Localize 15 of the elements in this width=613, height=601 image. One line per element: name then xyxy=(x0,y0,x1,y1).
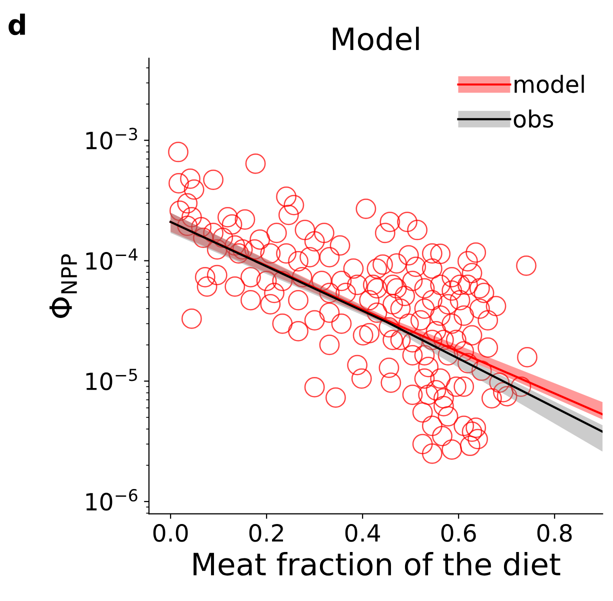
y-tick-label: 10$^{−5}$ xyxy=(86,368,137,390)
x-tick-label: 0.8 xyxy=(537,524,572,542)
y-tick-label: 10$^{−6}$ xyxy=(86,489,138,511)
legend-label: obs xyxy=(514,109,554,128)
text: d xyxy=(8,14,25,36)
x-tick-label: 0.6 xyxy=(441,524,476,542)
legend-label: model xyxy=(514,74,584,94)
chart-title: Model xyxy=(332,26,419,50)
y-tick-label: 10$^{−4}$ xyxy=(86,248,138,270)
x-tick-label: 0.2 xyxy=(249,524,283,542)
x-axis-title: Meat fraction of the diet xyxy=(194,552,560,576)
y-tick-label: 10$^{−3}$ xyxy=(86,128,138,150)
x-tick-label: 0.4 xyxy=(345,524,380,542)
y-axis-title: Φ$_{NPP}$ xyxy=(50,254,77,318)
x-tick-label: 0.0 xyxy=(153,524,188,542)
